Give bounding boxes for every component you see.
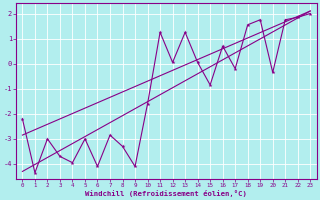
X-axis label: Windchill (Refroidissement éolien,°C): Windchill (Refroidissement éolien,°C) (85, 190, 247, 197)
